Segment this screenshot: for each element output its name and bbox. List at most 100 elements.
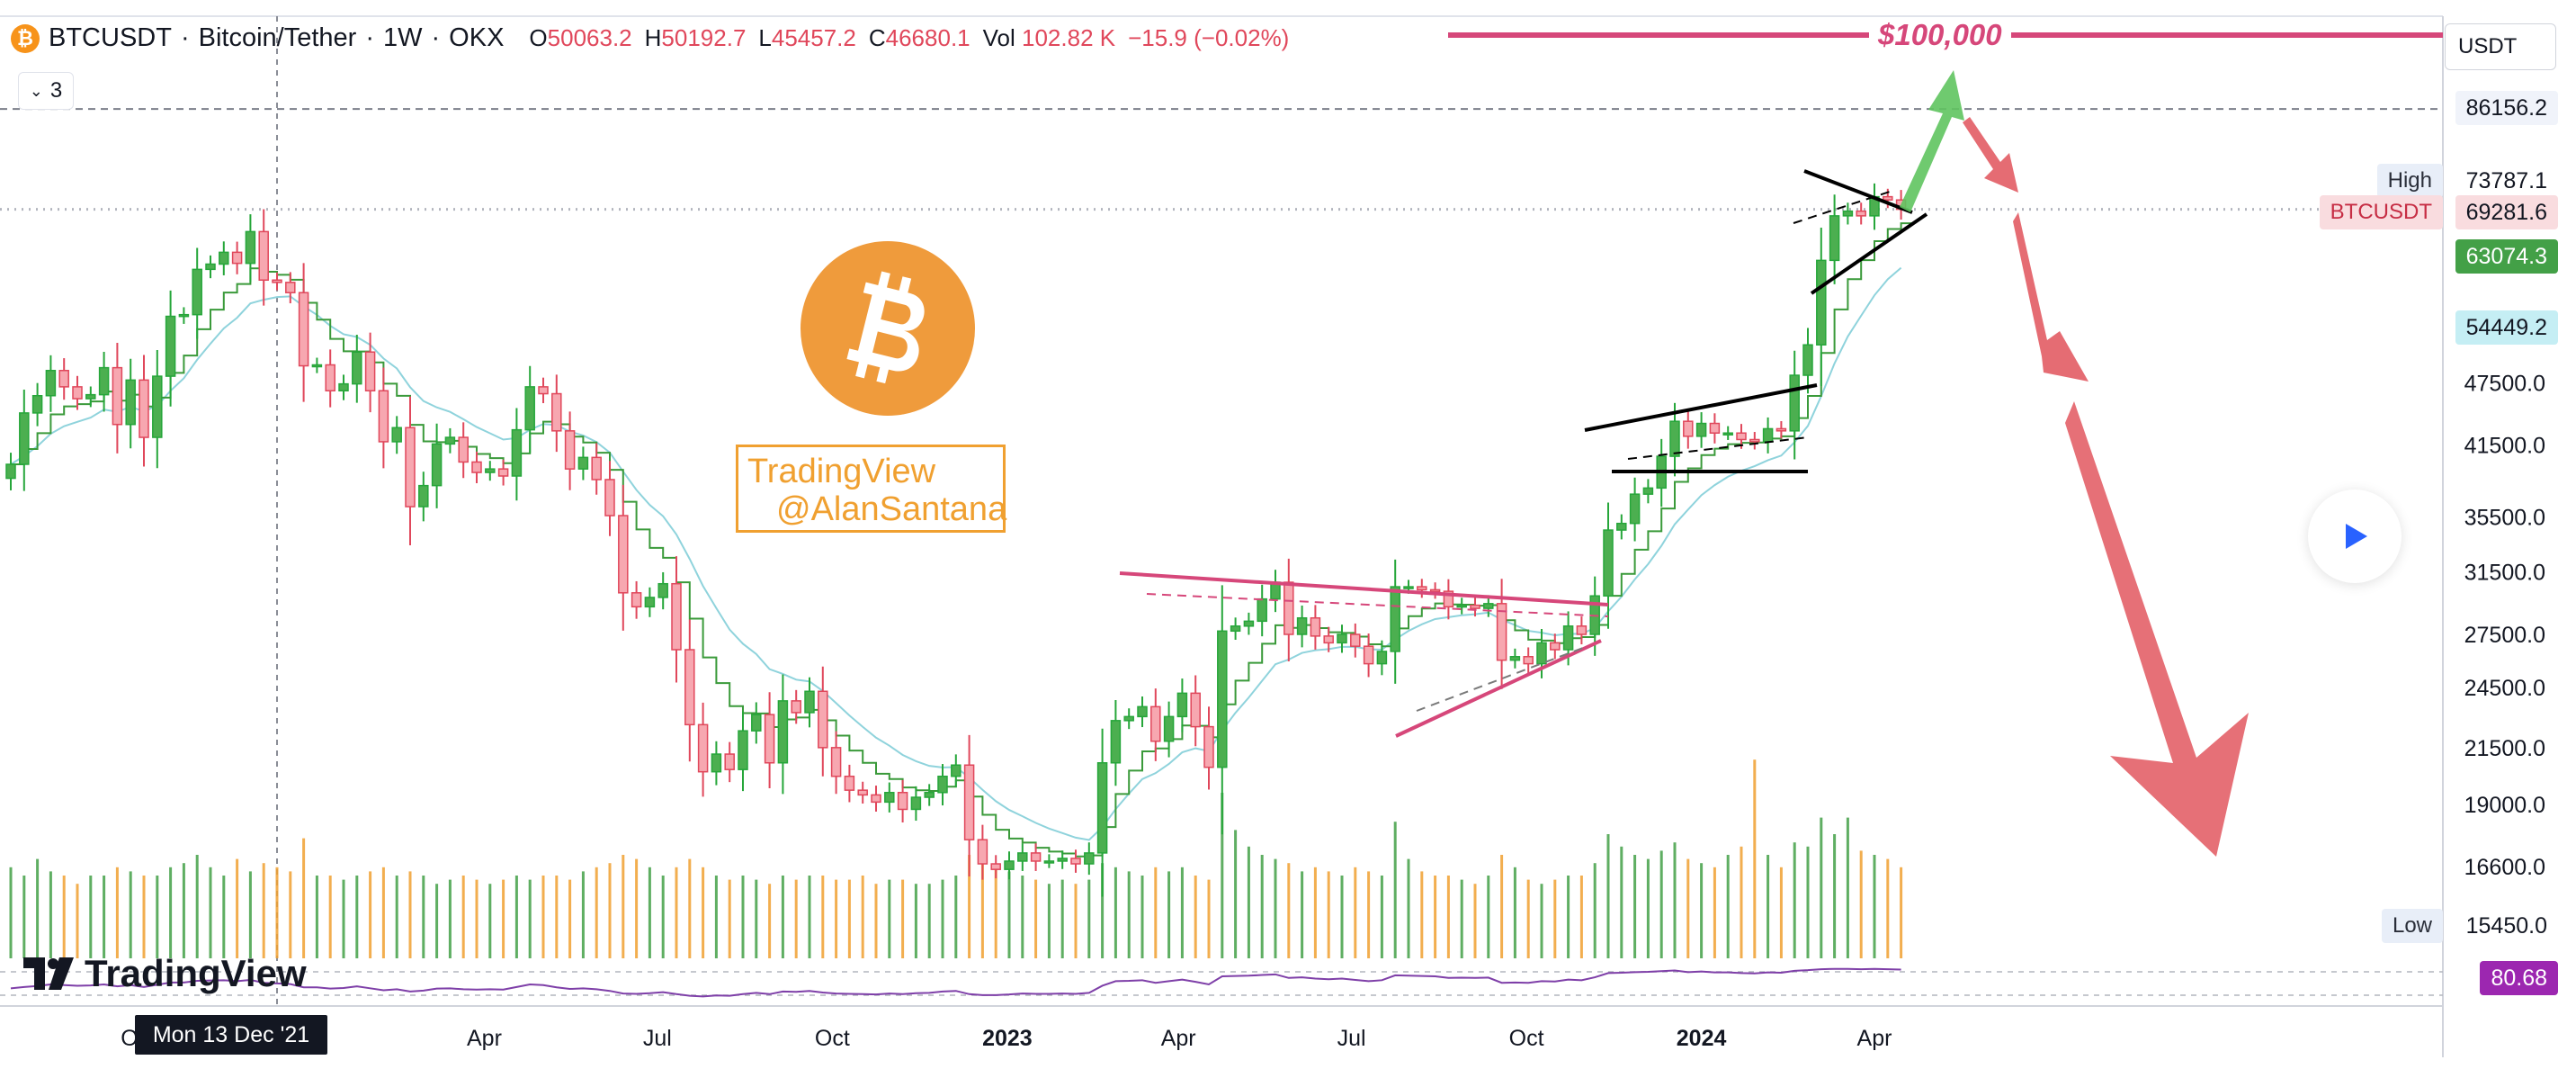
candle-body [1417,586,1427,591]
volume-bar [1194,876,1197,958]
candle-body [1456,604,1467,608]
grid-lines [0,15,2444,1057]
volume-bar [728,879,731,958]
candle [1683,409,1694,449]
candle-body [1509,656,1521,661]
volume-bar [209,867,212,958]
red-arrow-1 [1963,117,2018,193]
currency-button[interactable]: USDT [2445,23,2556,70]
price-tick-label: 16600.0 [2464,855,2545,880]
candle [1243,612,1255,635]
candle-body [1722,432,1733,436]
candle [5,453,16,490]
volume-bar [222,876,226,958]
candle-body [804,690,815,714]
time-tick-label: Apr [467,1026,502,1051]
symbol-name[interactable]: BTCUSDT [49,23,172,52]
candle-body [1057,858,1068,862]
candle [205,255,216,279]
candle-body [697,723,709,773]
candle [231,241,243,274]
candle [31,382,43,427]
volume-bar [1579,876,1583,958]
candle-body [1123,715,1134,722]
volume-bar [1114,867,1117,958]
candle-body [671,582,682,651]
volume-bar [1260,855,1264,958]
candle-body [1376,651,1388,665]
tradingview-wordmark: TradingView [85,952,307,994]
candle [591,443,602,495]
candle-body [1030,852,1042,862]
candle-body [1616,522,1627,531]
candle [352,334,362,403]
candle [497,459,509,486]
time-tick-label: 2024 [1677,1026,1727,1051]
volume-bar [1354,867,1357,958]
candle-body [31,395,43,414]
volume-bar [1873,855,1876,958]
volume-bar [395,876,398,958]
candle [751,702,762,744]
candle-body [431,443,443,487]
volume-bar [36,858,40,958]
volume-bar [1793,842,1796,958]
volume-bar [1606,834,1610,958]
volume-bar [1234,830,1238,958]
time-tick-label: Oct [1509,1026,1544,1051]
candle [1576,616,1588,645]
candle-body [738,730,748,770]
candle-body [830,747,842,777]
volume-bars [9,759,1903,958]
price-tick-label: 41500.0 [2464,434,2545,459]
volume-bar [608,863,612,958]
candle-body [751,714,762,732]
candle-body [1669,420,1680,457]
candle [1350,623,1361,658]
volume-bar [1287,863,1291,958]
volume-bar [1846,817,1849,958]
candle-body [1110,720,1122,764]
candle-body [777,700,789,764]
play-button[interactable] [2308,490,2402,583]
volume-bar [115,867,119,958]
candle-body [152,375,163,438]
volume-bar [595,867,598,958]
candle [1470,597,1480,617]
candle-body [1043,860,1055,864]
volume-bar [781,876,784,958]
candle-body [1550,642,1561,651]
indicators-toggle[interactable]: ⌄ 3 [18,72,74,110]
volume-bar [794,879,798,958]
candle [1616,514,1627,540]
candle-body [1842,210,1854,217]
candle-body [990,863,1001,870]
volume-bar [1340,876,1344,958]
price-tick-label: 21500.0 [2464,736,2545,761]
candle [1217,585,1228,835]
volume-bar [448,879,452,958]
candle [72,375,83,410]
candle [1869,183,1880,230]
volume-bar [901,879,905,958]
volume-bar [1740,846,1743,958]
candle [1603,502,1614,629]
watermark-line-1: TradingView [747,453,936,490]
pennant-top [1803,169,1913,214]
volume-bar [1820,817,1823,958]
candle-body [977,839,988,865]
candle [1523,647,1534,674]
candle-body [444,436,456,445]
symbol-price-value: 69281.6 [2455,195,2558,229]
volume-bar [1593,863,1597,958]
candle-body [165,315,176,377]
candle-body [298,292,309,367]
interval-label[interactable]: 1W [383,23,423,52]
candle [1842,202,1854,225]
candle [1363,633,1374,678]
volume-bar [1380,876,1383,958]
candle-body [591,456,602,481]
time-tick-label: Apr [1857,1026,1892,1051]
candle-body [391,427,402,443]
